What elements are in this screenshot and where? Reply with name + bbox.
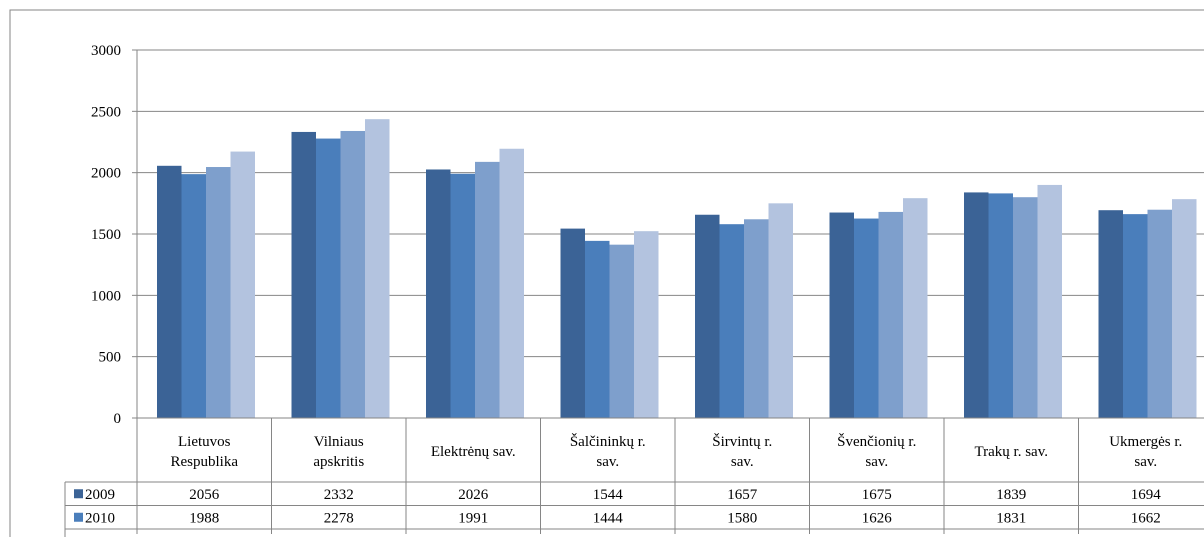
category-label: Širvintų r. <box>712 433 772 450</box>
category-label: sav. <box>731 454 754 470</box>
bar <box>426 169 451 418</box>
bar <box>903 198 928 418</box>
bar <box>695 214 720 418</box>
table-value: 1831 <box>996 510 1026 526</box>
bar <box>988 193 1013 418</box>
table-value: 1544 <box>593 487 624 503</box>
bar <box>609 244 634 418</box>
bar <box>878 211 903 418</box>
bar <box>157 165 182 418</box>
category-label: Lietuvos <box>178 434 231 450</box>
data-table: Lietuvos Respublika Vilniaus apskritis Elekt… <box>64 417 1204 537</box>
table-value: 2026 <box>458 487 489 503</box>
y-tick-label: 2500 <box>91 104 121 120</box>
bar <box>291 131 316 418</box>
category-label: sav. <box>1134 454 1157 470</box>
bar <box>206 167 231 418</box>
bar <box>560 228 585 418</box>
bars <box>157 119 1197 419</box>
y-tick-label: 500 <box>99 350 122 366</box>
category-label: Elektrėnų sav. <box>431 444 516 460</box>
legend-label: 2010 <box>85 510 115 526</box>
table-value: 1991 <box>458 510 488 526</box>
table-value: 1675 <box>862 487 892 503</box>
table-value: 2056 <box>189 487 220 503</box>
category-label: Respublika <box>171 454 239 470</box>
table-value: 1839 <box>996 487 1026 503</box>
bar <box>499 148 524 418</box>
y-tick-label: 3000 <box>91 43 121 59</box>
bar <box>719 224 744 418</box>
table-value: 2278 <box>324 510 354 526</box>
table-value: 1662 <box>1131 510 1161 526</box>
bar <box>854 218 879 418</box>
table-value: 2332 <box>324 487 354 503</box>
bar <box>1123 214 1148 418</box>
table-value: 1444 <box>593 510 624 526</box>
category-label: Šalčininkų r. <box>570 433 646 450</box>
bar <box>634 231 659 418</box>
bar <box>230 151 255 418</box>
y-tick-label: 1500 <box>91 227 121 243</box>
y-tick-label: 2000 <box>91 166 121 182</box>
category-label: sav. <box>865 454 888 470</box>
bar <box>1098 210 1123 418</box>
bar <box>964 192 989 418</box>
bar <box>1037 184 1062 418</box>
bar <box>181 174 206 418</box>
table-value: 1988 <box>189 510 219 526</box>
category-label: Ukmergės r. <box>1109 434 1182 450</box>
bar <box>475 161 500 418</box>
bar <box>450 173 475 418</box>
category-label: Vilniaus <box>314 434 364 450</box>
category-label: Švenčionių r. <box>837 433 916 450</box>
bar <box>744 219 769 418</box>
bar <box>585 240 610 418</box>
bar <box>316 138 341 418</box>
bar <box>365 119 390 419</box>
table-value: 1626 <box>862 510 893 526</box>
legend-key <box>74 489 83 499</box>
category-label: apskritis <box>313 454 364 470</box>
bar <box>1147 209 1172 418</box>
y-tick-label: 0 <box>114 411 122 427</box>
category-label: sav. <box>596 454 619 470</box>
table-value: 1580 <box>727 510 757 526</box>
bar <box>340 130 365 418</box>
bar <box>1013 197 1038 418</box>
category-label: Trakų r. sav. <box>975 444 1048 460</box>
bar <box>768 203 793 418</box>
legend-label: 2009 <box>85 487 115 503</box>
y-tick-label: 1000 <box>91 288 121 304</box>
bar <box>1172 199 1197 418</box>
table-value: 1657 <box>727 487 758 503</box>
bar <box>829 212 854 418</box>
table-value: 1694 <box>1131 487 1162 503</box>
legend-key <box>74 512 83 522</box>
axes: 0 500 1000 1500 2000 2500 3000 <box>91 43 138 427</box>
